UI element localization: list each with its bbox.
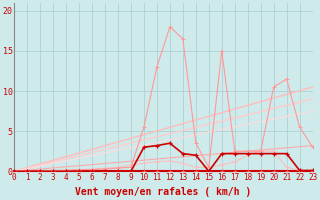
X-axis label: Vent moyen/en rafales ( km/h ): Vent moyen/en rafales ( km/h )	[75, 187, 252, 197]
